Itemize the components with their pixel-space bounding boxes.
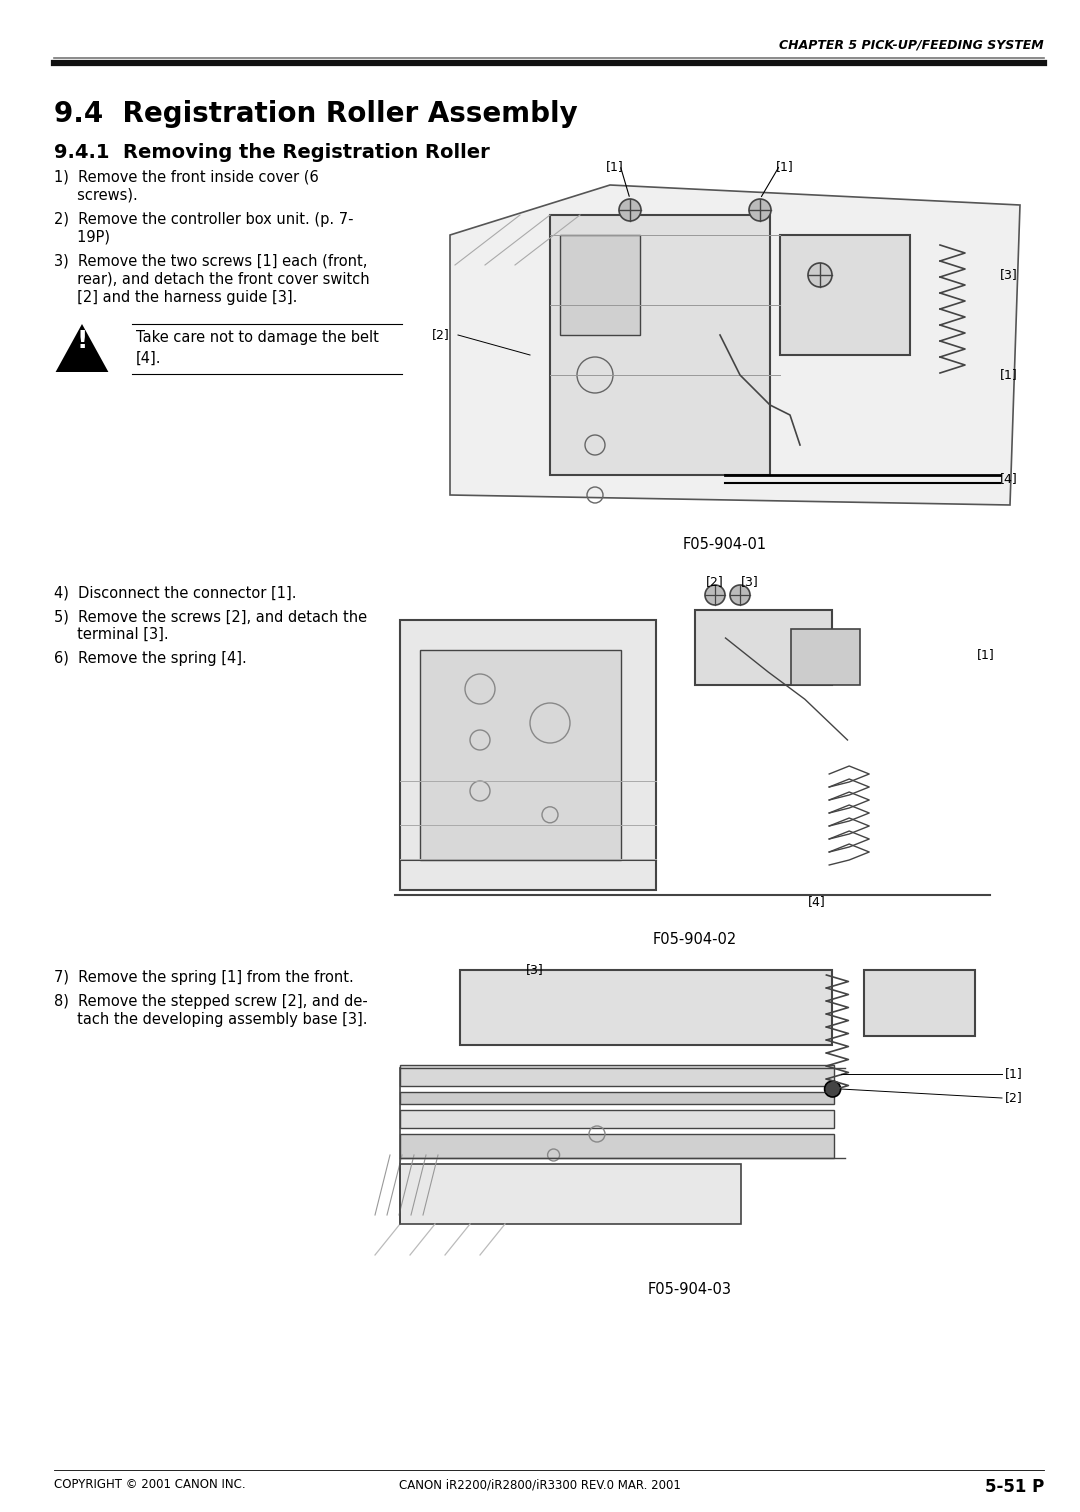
Text: COPYRIGHT © 2001 CANON INC.: COPYRIGHT © 2001 CANON INC.: [54, 1479, 245, 1491]
Circle shape: [750, 200, 771, 221]
Text: 9.4.1  Removing the Registration Roller: 9.4.1 Removing the Registration Roller: [54, 144, 489, 162]
Text: 1)  Remove the front inside cover (6: 1) Remove the front inside cover (6: [54, 169, 319, 184]
Text: F05-904-01: F05-904-01: [683, 537, 767, 552]
Text: terminal [3].: terminal [3].: [54, 627, 168, 643]
Text: [2] and the harness guide [3].: [2] and the harness guide [3].: [54, 290, 297, 305]
Circle shape: [825, 1081, 840, 1098]
Bar: [420, 650, 621, 860]
Bar: [696, 609, 833, 685]
Text: [3]: [3]: [526, 963, 544, 977]
Text: [1]: [1]: [606, 160, 624, 172]
Text: CANON iR2200/iR2800/iR3300 REV.0 MAR. 2001: CANON iR2200/iR2800/iR3300 REV.0 MAR. 20…: [400, 1479, 680, 1491]
Circle shape: [808, 263, 832, 287]
Text: [3]: [3]: [1000, 269, 1018, 281]
Text: 5)  Remove the screws [2], and detach the: 5) Remove the screws [2], and detach the: [54, 609, 367, 624]
Bar: [400, 1110, 834, 1128]
Text: 19P): 19P): [54, 230, 110, 245]
Text: 8)  Remove the stepped screw [2], and de-: 8) Remove the stepped screw [2], and de-: [54, 993, 368, 1009]
Text: [4]: [4]: [1000, 472, 1018, 485]
Text: [1]: [1]: [1000, 369, 1018, 381]
Text: Take care not to damage the belt
[4].: Take care not to damage the belt [4].: [136, 330, 379, 366]
Bar: [460, 971, 832, 1045]
Text: [2]: [2]: [432, 328, 449, 342]
Text: [4]: [4]: [808, 895, 826, 909]
Bar: [791, 629, 860, 685]
Text: rear), and detach the front cover switch: rear), and detach the front cover switch: [54, 272, 369, 287]
Bar: [400, 1134, 834, 1158]
Text: [1]: [1]: [977, 649, 995, 662]
Polygon shape: [55, 324, 108, 372]
Text: 5-51 P: 5-51 P: [985, 1479, 1044, 1495]
Text: 3)  Remove the two screws [1] each (front,: 3) Remove the two screws [1] each (front…: [54, 254, 367, 269]
Bar: [864, 971, 975, 1036]
Circle shape: [705, 585, 725, 605]
Text: F05-904-03: F05-904-03: [648, 1282, 732, 1297]
Text: 6)  Remove the spring [4].: 6) Remove the spring [4].: [54, 652, 246, 665]
Text: [1]: [1]: [1005, 1067, 1023, 1081]
Text: [3]: [3]: [741, 575, 759, 588]
Bar: [561, 234, 640, 336]
Circle shape: [619, 200, 642, 221]
Text: screws).: screws).: [54, 187, 138, 203]
Bar: [400, 1092, 834, 1104]
Text: 4)  Disconnect the connector [1].: 4) Disconnect the connector [1].: [54, 585, 297, 600]
Bar: [400, 1064, 834, 1086]
Bar: [550, 215, 770, 475]
Text: [1]: [1]: [777, 160, 794, 172]
Text: !: !: [77, 328, 87, 352]
Text: 2)  Remove the controller box unit. (p. 7-: 2) Remove the controller box unit. (p. 7…: [54, 212, 353, 227]
Circle shape: [730, 585, 750, 605]
Text: 9.4  Registration Roller Assembly: 9.4 Registration Roller Assembly: [54, 100, 578, 129]
Text: F05-904-02: F05-904-02: [653, 931, 738, 947]
Bar: [400, 620, 657, 891]
Text: CHAPTER 5 PICK-UP/FEEDING SYSTEM: CHAPTER 5 PICK-UP/FEEDING SYSTEM: [780, 39, 1044, 51]
Bar: [400, 1164, 741, 1225]
Text: tach the developing assembly base [3].: tach the developing assembly base [3].: [54, 1012, 367, 1027]
Text: 7)  Remove the spring [1] from the front.: 7) Remove the spring [1] from the front.: [54, 971, 354, 984]
Text: [2]: [2]: [1005, 1092, 1023, 1104]
Polygon shape: [450, 184, 1020, 505]
Bar: [780, 234, 910, 355]
Text: [2]: [2]: [706, 575, 724, 588]
